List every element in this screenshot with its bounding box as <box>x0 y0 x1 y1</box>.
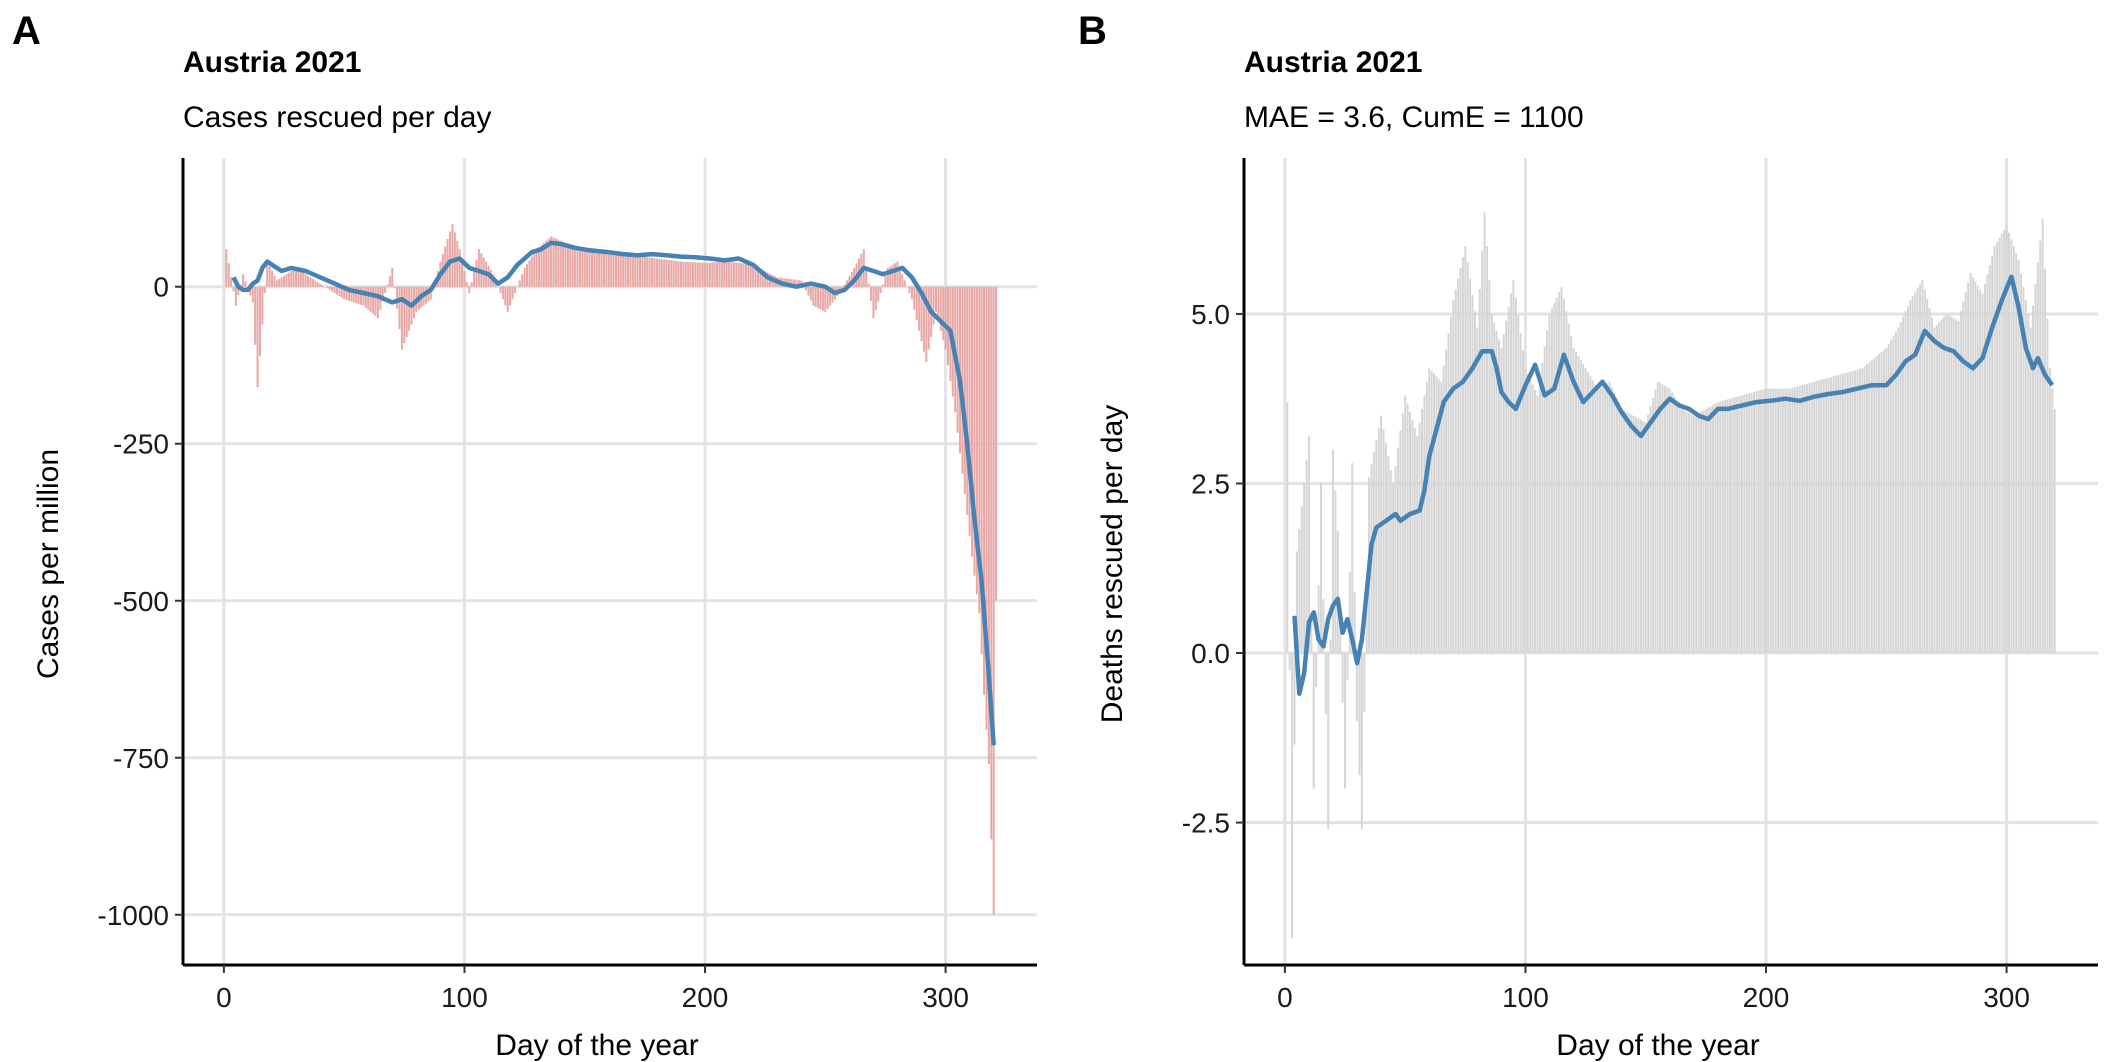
panel-a-xlabel: Day of the year <box>495 1029 698 1062</box>
panel-a: A Austria 2021 Cases rescued per day Cas… <box>12 9 1037 1062</box>
panel-b-xtick-label: 300 <box>1983 982 2030 1013</box>
panel-a-ytick-label: -500 <box>113 586 169 617</box>
panel-a-subtitle: Cases rescued per day <box>183 101 492 134</box>
panel-b-title: Austria 2021 <box>1244 46 1422 79</box>
panel-a-ytick-label: -750 <box>113 743 169 774</box>
panel-letter-a: A <box>12 9 41 53</box>
panel-a-xtick-label: 300 <box>922 982 969 1013</box>
panel-b-smoothed-line <box>1292 274 2055 696</box>
panel-b-ytick-label: 2.5 <box>1191 469 1230 500</box>
panel-b-subtitle: MAE = 3.6, CumE = 1100 <box>1244 101 1584 134</box>
panel-a-smoothed-line <box>231 240 996 746</box>
panel-a-plot: 0 -250 -500 -750 -1000 0 100 200 300 <box>97 158 1037 1013</box>
panel-b-ytick-label: -2.5 <box>1182 808 1230 839</box>
panel-b: B Austria 2021 MAE = 3.6, CumE = 1100 De… <box>1078 9 2098 1062</box>
panel-a-ytick-label: -250 <box>113 429 169 460</box>
panel-b-ytick-label: 5.0 <box>1191 299 1230 330</box>
panel-a-ytick-label: -1000 <box>97 900 169 931</box>
panel-a-ylabel: Cases per million <box>32 449 65 679</box>
panel-b-plot: -2.5 0.0 2.5 5.0 0 100 200 300 <box>1182 158 2098 1013</box>
panel-letter-b: B <box>1078 9 1107 53</box>
panel-b-ylabel: Deaths rescued per day <box>1096 405 1129 724</box>
panel-b-xlabel: Day of the year <box>1556 1029 1759 1062</box>
panel-b-ytick-label: 0.0 <box>1191 638 1230 669</box>
panel-b-xtick-label: 0 <box>1277 982 1293 1013</box>
panel-b-xtick-label: 100 <box>1502 982 1549 1013</box>
panel-b-bars <box>1286 212 2056 938</box>
panel-a-xtick-label: 0 <box>216 982 232 1013</box>
panel-a-bars <box>225 223 998 915</box>
panel-a-xtick-label: 100 <box>441 982 488 1013</box>
panel-a-title: Austria 2021 <box>183 46 361 79</box>
panel-b-xtick-label: 200 <box>1743 982 1790 1013</box>
panel-a-xtick-label: 200 <box>682 982 729 1013</box>
panel-a-ytick-label: 0 <box>153 272 169 303</box>
